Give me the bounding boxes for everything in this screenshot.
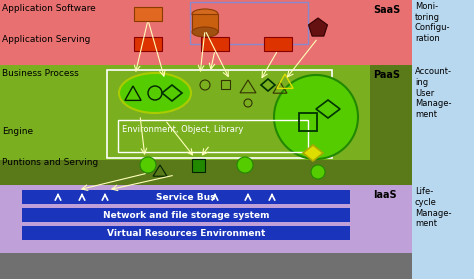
Polygon shape bbox=[22, 190, 32, 204]
Bar bbox=[370, 253, 412, 279]
Ellipse shape bbox=[192, 27, 218, 37]
Bar bbox=[192, 159, 205, 172]
Ellipse shape bbox=[119, 73, 191, 113]
Text: Application Serving: Application Serving bbox=[2, 35, 91, 44]
Bar bbox=[107, 70, 332, 158]
Text: Account-
ing
User
Manage-
ment: Account- ing User Manage- ment bbox=[415, 67, 452, 119]
Bar bbox=[0, 65, 370, 185]
Text: Environment, Object, Library: Environment, Object, Library bbox=[122, 125, 243, 134]
Text: Engine: Engine bbox=[2, 127, 33, 136]
Polygon shape bbox=[309, 18, 328, 36]
Text: Virtual Resources Environment: Virtual Resources Environment bbox=[107, 229, 265, 237]
Bar bbox=[190, 2, 308, 44]
Ellipse shape bbox=[237, 157, 253, 173]
Text: Life-
cycle
Manage-
ment: Life- cycle Manage- ment bbox=[415, 187, 452, 228]
Bar bbox=[0, 0, 370, 65]
Bar bbox=[370, 65, 412, 185]
Bar bbox=[22, 208, 350, 222]
Text: Service Bus: Service Bus bbox=[156, 193, 216, 201]
Text: SaaS: SaaS bbox=[373, 5, 400, 15]
Bar bbox=[264, 37, 292, 51]
Bar bbox=[22, 226, 350, 240]
Polygon shape bbox=[22, 208, 32, 222]
Text: Application Software: Application Software bbox=[2, 4, 96, 13]
Polygon shape bbox=[340, 190, 350, 204]
Text: IaaS: IaaS bbox=[373, 190, 397, 200]
Bar bbox=[221, 80, 230, 89]
Ellipse shape bbox=[192, 9, 218, 19]
Text: Puntions and Serving: Puntions and Serving bbox=[2, 158, 98, 167]
Bar bbox=[299, 113, 317, 131]
Text: Business Process: Business Process bbox=[2, 69, 79, 78]
Bar bbox=[118, 120, 308, 152]
Polygon shape bbox=[340, 208, 350, 222]
Polygon shape bbox=[22, 226, 32, 240]
Ellipse shape bbox=[274, 75, 358, 159]
Bar bbox=[0, 185, 370, 253]
Text: Network and file storage system: Network and file storage system bbox=[103, 210, 269, 220]
Text: PaaS: PaaS bbox=[373, 70, 400, 80]
Polygon shape bbox=[303, 145, 323, 161]
Ellipse shape bbox=[311, 165, 325, 179]
Text: Moni-
toring
Configu-
ration: Moni- toring Configu- ration bbox=[415, 2, 450, 43]
Bar bbox=[134, 7, 162, 21]
Polygon shape bbox=[340, 226, 350, 240]
Bar bbox=[0, 65, 370, 160]
Bar bbox=[0, 253, 370, 279]
Ellipse shape bbox=[140, 157, 156, 173]
Bar bbox=[412, 0, 474, 279]
Bar bbox=[370, 185, 412, 253]
Bar bbox=[192, 14, 218, 32]
Bar bbox=[201, 37, 229, 51]
Bar bbox=[370, 0, 412, 65]
Bar bbox=[22, 190, 350, 204]
Bar bbox=[134, 37, 162, 51]
